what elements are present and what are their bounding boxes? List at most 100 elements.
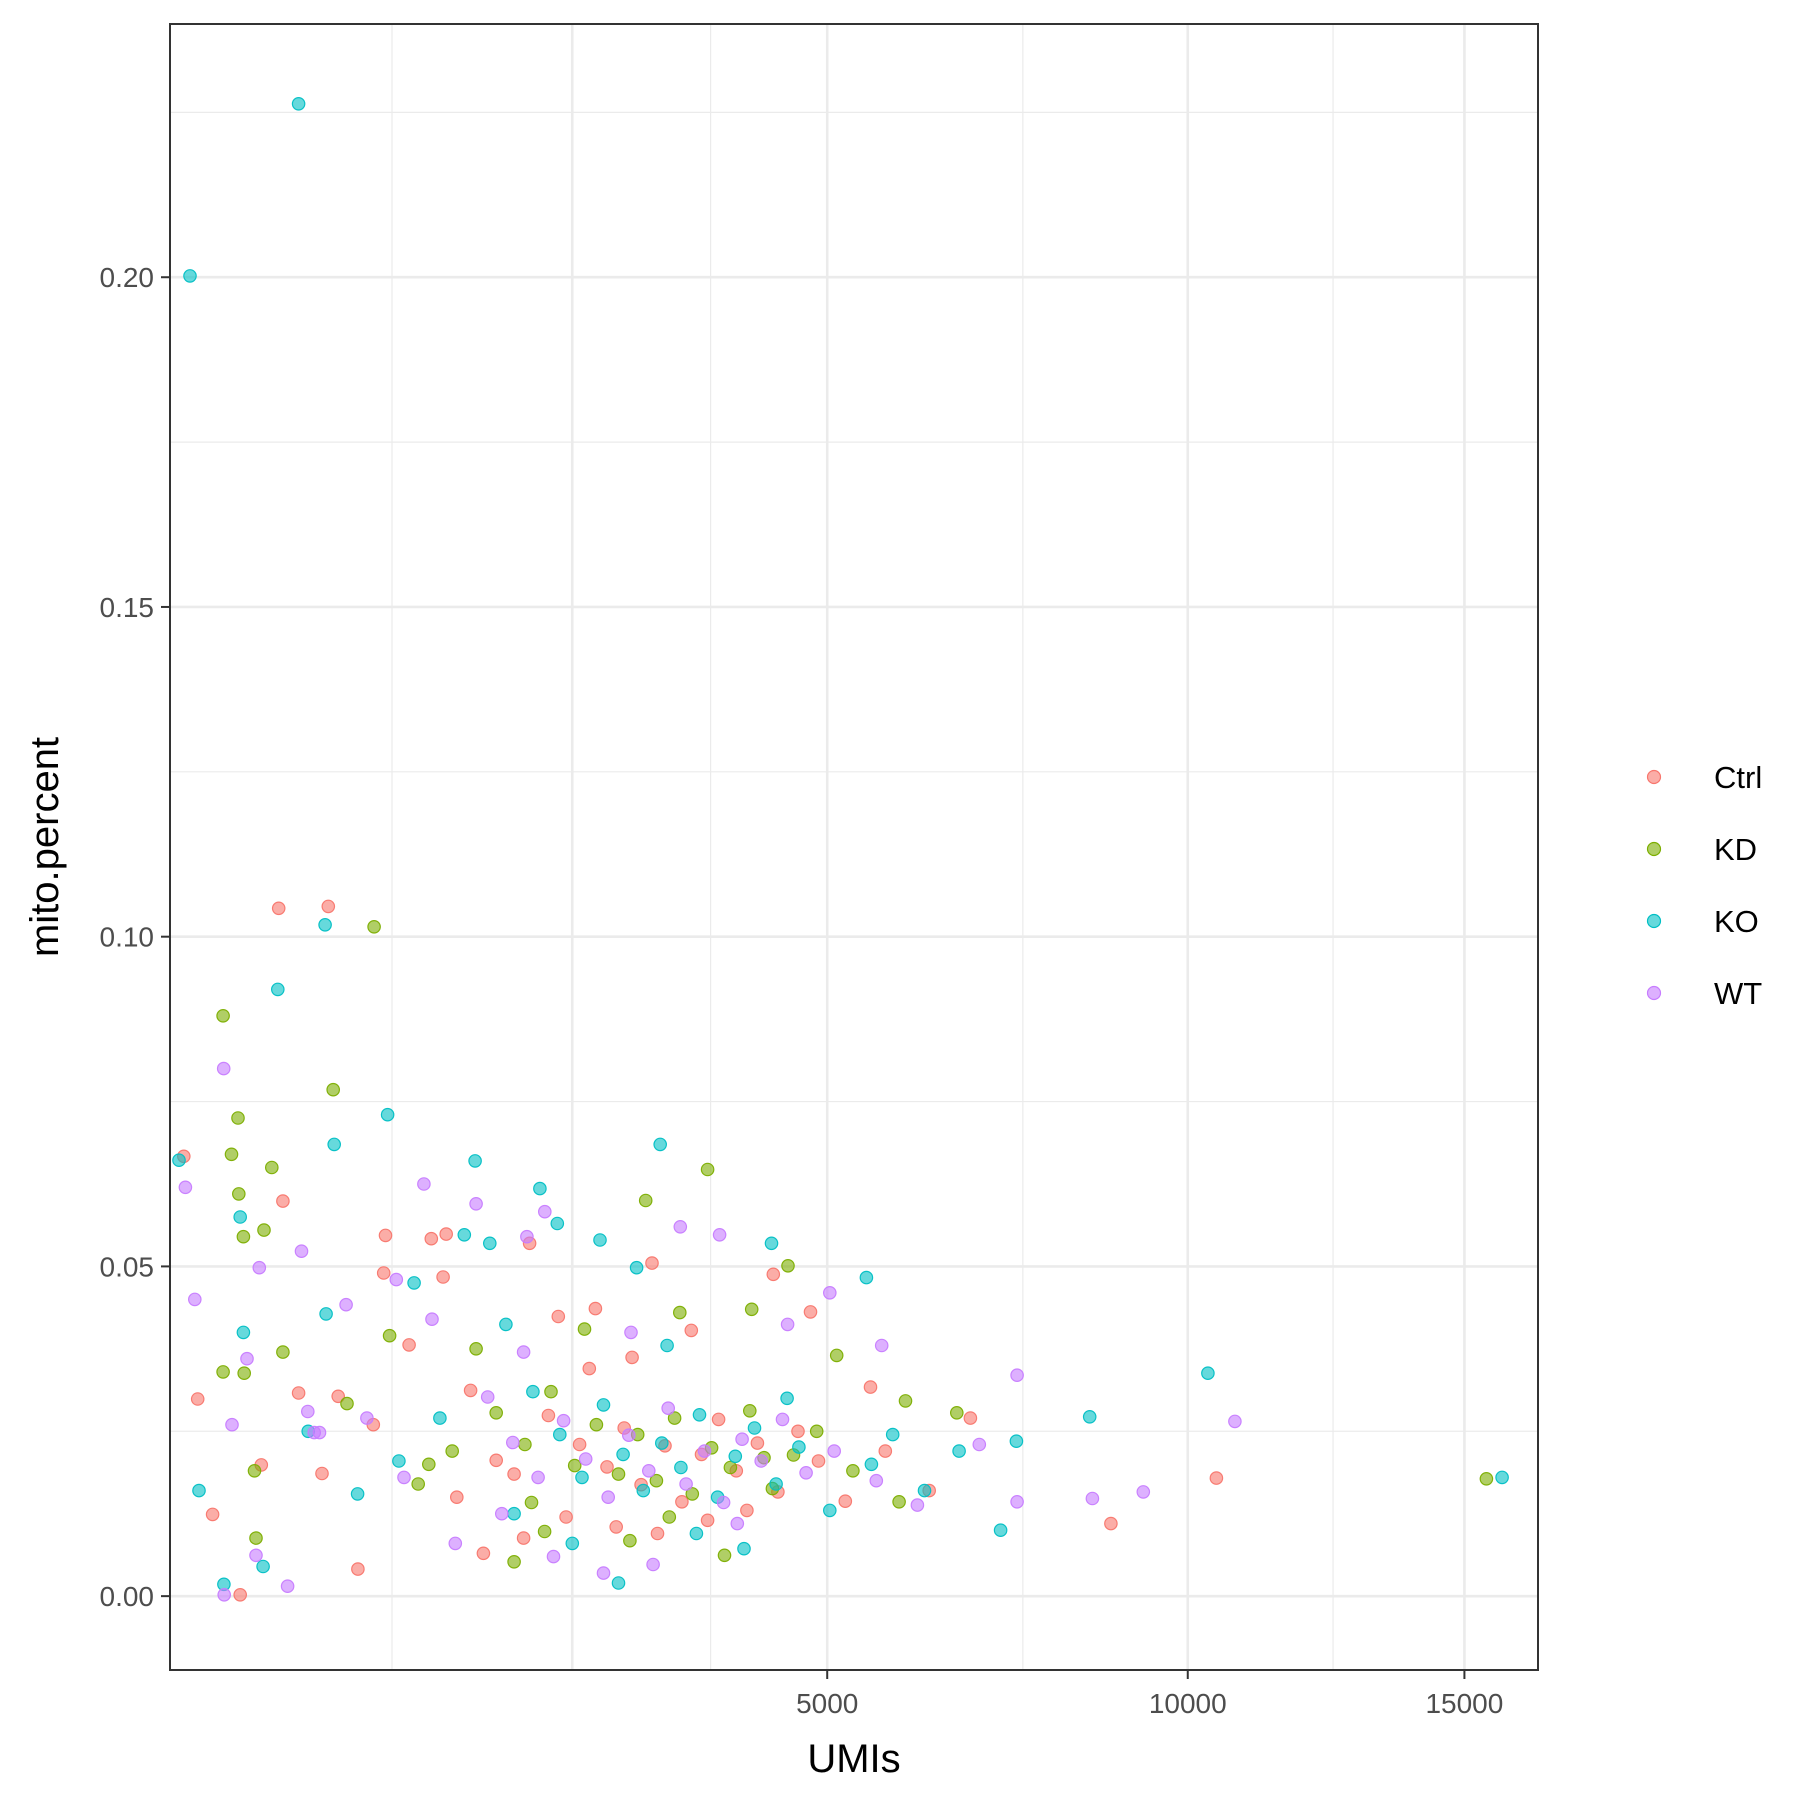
data-point bbox=[232, 1187, 246, 1201]
data-point bbox=[673, 1220, 688, 1234]
data-point bbox=[689, 1526, 704, 1541]
data-point bbox=[638, 1193, 653, 1208]
data-point bbox=[775, 1412, 790, 1427]
data-point bbox=[963, 1411, 978, 1425]
data-point bbox=[692, 1408, 707, 1422]
data-point bbox=[653, 1137, 667, 1152]
data-point bbox=[754, 1454, 768, 1468]
data-point bbox=[468, 1154, 482, 1168]
data-point bbox=[551, 1309, 566, 1324]
legend-key bbox=[1646, 985, 1662, 1001]
data-point bbox=[737, 1541, 751, 1556]
data-point bbox=[520, 1229, 534, 1244]
data-point bbox=[685, 1487, 700, 1501]
data-point bbox=[660, 1338, 674, 1353]
legend-item-wt: WT bbox=[1646, 976, 1762, 1011]
data-point bbox=[700, 1162, 715, 1177]
data-point bbox=[552, 1427, 567, 1442]
data-point bbox=[827, 1444, 841, 1458]
data-point bbox=[407, 1276, 421, 1290]
data-point bbox=[898, 1394, 913, 1408]
data-point bbox=[661, 1401, 675, 1415]
data-point bbox=[809, 1424, 824, 1439]
data-point bbox=[240, 1351, 254, 1366]
legend-key bbox=[1646, 841, 1662, 857]
data-point bbox=[1010, 1368, 1024, 1382]
data-point bbox=[822, 1286, 837, 1300]
data-point bbox=[188, 1292, 202, 1307]
data-point bbox=[382, 1328, 397, 1343]
data-point bbox=[350, 1487, 365, 1501]
data-point bbox=[252, 1260, 267, 1275]
data-point bbox=[331, 1389, 345, 1404]
data-point bbox=[537, 1204, 552, 1219]
y-tick-label: 0.05 bbox=[100, 1251, 155, 1282]
data-point bbox=[448, 1536, 463, 1551]
data-point bbox=[449, 1490, 464, 1504]
data-point bbox=[264, 1160, 279, 1175]
y-axis: 0.00 0.05 0.10 0.15 0.20 bbox=[100, 262, 170, 1612]
data-point bbox=[910, 1498, 925, 1512]
data-point bbox=[315, 1466, 329, 1481]
data-point bbox=[559, 1510, 573, 1524]
data-point bbox=[397, 1470, 411, 1485]
data-point bbox=[625, 1350, 639, 1365]
data-point bbox=[233, 1588, 247, 1602]
y-axis-title: mito.percent bbox=[23, 737, 67, 957]
data-point bbox=[537, 1524, 552, 1539]
data-point bbox=[1082, 1410, 1097, 1424]
data-point bbox=[885, 1427, 900, 1442]
data-point bbox=[380, 1107, 395, 1122]
data-point bbox=[667, 1411, 682, 1425]
data-point bbox=[489, 1453, 503, 1468]
data-point bbox=[507, 1467, 521, 1481]
data-point bbox=[993, 1523, 1008, 1537]
data-point bbox=[507, 1506, 521, 1521]
data-point bbox=[236, 1325, 251, 1340]
data-point bbox=[769, 1477, 783, 1491]
legend-item-ctrl: Ctrl bbox=[1646, 760, 1762, 795]
data-point bbox=[649, 1473, 664, 1488]
series-kd bbox=[216, 919, 1494, 1569]
data-point bbox=[291, 97, 306, 111]
data-point bbox=[596, 1566, 611, 1580]
data-point bbox=[1136, 1485, 1151, 1499]
data-point bbox=[711, 1412, 726, 1427]
data-point bbox=[662, 1510, 677, 1524]
data-point bbox=[672, 1305, 687, 1320]
data-point bbox=[457, 1228, 472, 1242]
data-point bbox=[575, 1470, 589, 1485]
data-point bbox=[1228, 1414, 1242, 1429]
data-point bbox=[411, 1477, 425, 1491]
data-point bbox=[249, 1548, 263, 1563]
data-point bbox=[516, 1531, 531, 1545]
data-point bbox=[476, 1546, 491, 1561]
data-point bbox=[621, 1428, 636, 1442]
data-point bbox=[1009, 1434, 1024, 1448]
data-point bbox=[641, 1464, 656, 1478]
data-point bbox=[445, 1444, 459, 1458]
data-point bbox=[589, 1417, 604, 1432]
data-point bbox=[730, 1516, 745, 1531]
data-point bbox=[178, 1180, 193, 1195]
data-point bbox=[601, 1490, 615, 1504]
data-point bbox=[654, 1436, 669, 1450]
data-point bbox=[684, 1323, 699, 1338]
x-tick-label: 5000 bbox=[796, 1688, 858, 1719]
grid-major bbox=[170, 24, 1538, 1670]
data-point bbox=[367, 919, 381, 934]
data-point bbox=[864, 1457, 879, 1472]
data-point bbox=[838, 1494, 853, 1508]
data-point bbox=[747, 1421, 762, 1435]
data-point bbox=[321, 899, 336, 914]
y-tick-label: 0.20 bbox=[100, 262, 155, 293]
data-point bbox=[863, 1380, 878, 1394]
data-point bbox=[499, 1317, 513, 1332]
data-point bbox=[811, 1454, 826, 1468]
data-point bbox=[518, 1437, 532, 1452]
data-point bbox=[1209, 1471, 1224, 1485]
data-point bbox=[307, 1425, 321, 1440]
data-point bbox=[376, 1266, 391, 1280]
data-point bbox=[878, 1444, 893, 1458]
data-point bbox=[675, 1495, 689, 1509]
